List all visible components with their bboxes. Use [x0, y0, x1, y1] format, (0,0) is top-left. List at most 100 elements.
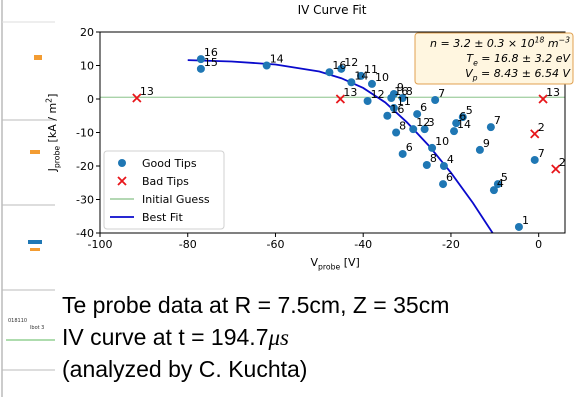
text-part: probe: [318, 262, 340, 271]
text-part: Te probe data at R = 7.5cm, Z = 35cm: [62, 292, 449, 318]
legend-swatch: [117, 176, 127, 186]
point-label: 1: [522, 214, 529, 227]
good-tip: [367, 79, 376, 88]
point-label: 11: [397, 95, 411, 108]
point-label: 4: [497, 177, 504, 190]
point-label: 15: [204, 56, 218, 69]
good-tip: [196, 55, 205, 64]
text-part: (analyzed by C. Kuchta): [62, 356, 307, 382]
y-tick-label: 0: [87, 93, 94, 106]
point-label: 9: [397, 81, 404, 94]
text-part: IV curve at t = 194.7: [62, 324, 268, 350]
point-label: 12: [344, 56, 358, 69]
bad-tip: [538, 94, 548, 104]
point-label: 16: [204, 46, 218, 59]
good-tip: [357, 71, 366, 80]
point-label: 14: [457, 118, 471, 131]
point-label: 6: [446, 171, 453, 184]
y-tick-label: 20: [80, 26, 94, 39]
good-tip: [325, 68, 334, 77]
point-label: 14: [354, 69, 368, 82]
left-panel: 018110 lbot 3: [1, 0, 55, 397]
text-part: [V]: [340, 256, 360, 269]
legend-label: Initial Guess: [142, 193, 210, 206]
point-label: 16: [394, 85, 408, 98]
good-tip: [196, 64, 205, 73]
point-label: 7: [538, 147, 545, 160]
point-label: 10: [435, 135, 449, 148]
point-label: 13: [343, 86, 357, 99]
good-tip: [337, 64, 346, 73]
point-label: 9: [483, 137, 490, 150]
good-tip: [398, 93, 407, 102]
point-label: 16: [332, 59, 346, 72]
caption-line: Te probe data at R = 7.5cm, Z = 35cm: [62, 292, 449, 318]
point-label: 14: [270, 53, 284, 66]
good-tip: [262, 61, 271, 70]
point-label: 16: [390, 103, 404, 116]
fragment: [30, 248, 40, 251]
good-tip: [493, 180, 502, 189]
line: [187, 59, 494, 233]
good-tip: [363, 97, 372, 106]
fragment-label: 018110: [8, 318, 27, 324]
x-tick-label: -40: [354, 238, 372, 251]
point-label: 5: [501, 171, 508, 184]
good-tip: [439, 180, 448, 189]
fragment-label: lbot 3: [30, 325, 44, 331]
good-tip: [514, 222, 523, 231]
text-part: 2: [45, 98, 54, 103]
text-part: probe: [52, 146, 61, 168]
good-tip: [439, 162, 448, 170]
annotation-line: Vp = 8.43 ± 6.54 V: [465, 67, 571, 82]
x-tick-label: -60: [266, 238, 284, 251]
fragment: [34, 55, 42, 60]
caption-line: IV curve at t = 194.7μs: [62, 324, 289, 350]
good-tip: [392, 128, 401, 137]
good-tip: [422, 160, 431, 169]
point-label: 7: [438, 87, 445, 100]
plot-area: [100, 55, 565, 233]
y-tick-label: -30: [76, 194, 94, 207]
good-tip: [489, 186, 498, 195]
point-label: 6: [406, 141, 413, 154]
text-part: [kA / m: [46, 103, 59, 146]
annotation-line: n = 3.2 ± 0.3 × 1018 m−3: [430, 36, 570, 50]
x-tick-label: -80: [179, 238, 197, 251]
point-label: 8: [399, 120, 406, 133]
legend-label: Bad Tips: [142, 175, 189, 188]
text-part: J: [46, 168, 59, 172]
point-label: 6: [459, 110, 466, 123]
text-part: ]: [46, 94, 59, 98]
y-tick-label: 10: [80, 60, 94, 73]
legend-box: [103, 150, 225, 230]
x-tick-label: -20: [442, 238, 460, 251]
good-tip: [398, 149, 407, 158]
x-tick-label: 0: [535, 238, 542, 251]
good-tip: [530, 155, 539, 164]
point-label: 2: [538, 121, 545, 134]
good-tip: [428, 143, 437, 152]
bad-tip: [530, 129, 540, 139]
good-tip: [475, 145, 484, 154]
x-axis-label: Vprobe [V]: [311, 256, 360, 271]
chart-title: IV Curve Fit: [298, 3, 367, 17]
good-tip: [420, 125, 429, 134]
point-label: 4: [447, 153, 454, 166]
good-tip: [347, 78, 356, 87]
good-tip: [450, 127, 459, 136]
point-label: 8: [406, 85, 413, 98]
text-part: V: [311, 256, 319, 269]
point-label: 12: [416, 116, 430, 129]
point-label: 5: [466, 104, 473, 117]
text-part: m: [544, 37, 558, 50]
y-tick-label: -20: [76, 160, 94, 173]
point-label: 13: [140, 85, 154, 98]
y-axis-label: Jprobe [kA / m2]: [45, 94, 62, 173]
text-part: = 8.43 ± 6.54 V: [478, 67, 572, 80]
good-tip: [413, 110, 422, 119]
good-tip: [387, 93, 396, 102]
annotation-box: [414, 32, 574, 85]
x-tick-label: -100: [88, 238, 113, 251]
